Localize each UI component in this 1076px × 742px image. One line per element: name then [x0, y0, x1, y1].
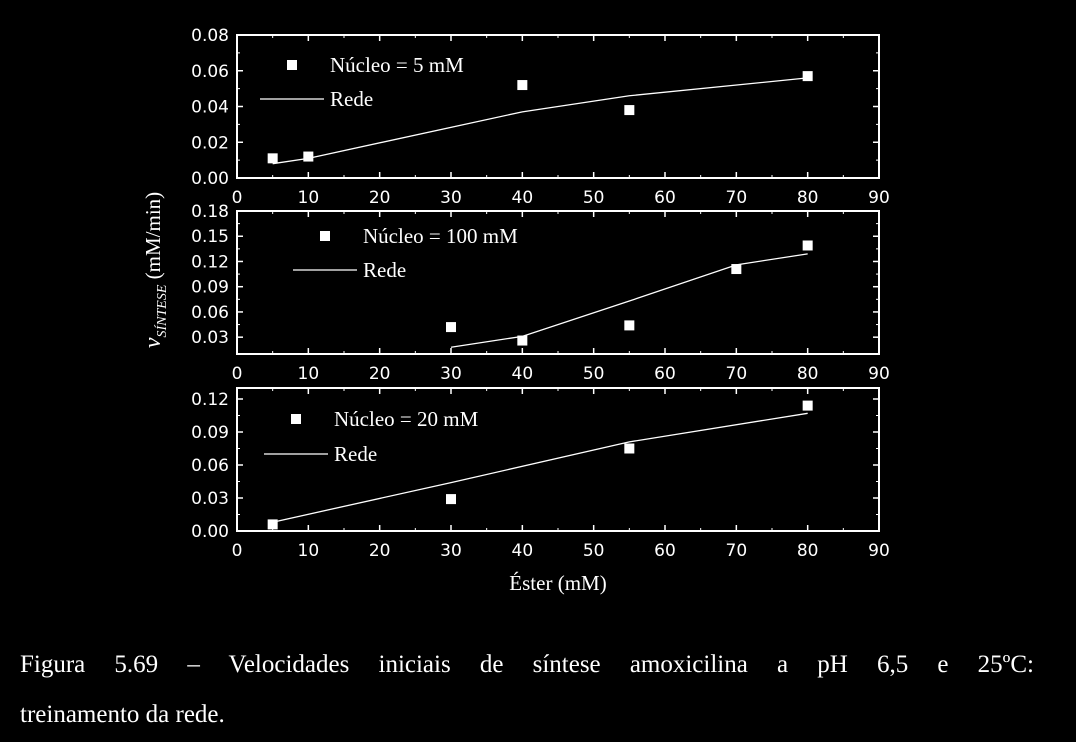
- x-tick-label: 70: [726, 541, 748, 561]
- y-axis-title: vSÍNTESE (mM/min): [140, 192, 170, 348]
- x-tick-label: 40: [512, 364, 534, 384]
- x-tick-label: 60: [654, 541, 676, 561]
- x-tick-label: 60: [654, 188, 676, 208]
- legend-marker-label: Núcleo = 5 mM: [330, 53, 464, 77]
- data-point-marker: [517, 335, 528, 346]
- y-tick-label: 0.02: [191, 133, 229, 153]
- legend-line-label: Rede: [330, 87, 373, 111]
- x-tick-label: 30: [440, 188, 462, 208]
- figure-chart: 0 10 20 30 40 50 60 70 80 90 0.00 0.02 0.04 0.06 0.08 N…: [140, 26, 890, 595]
- x-tick-label: 30: [440, 541, 462, 561]
- x-tick-label: 0: [232, 364, 243, 384]
- y-tick-label: 0.08: [191, 26, 229, 46]
- x-tick-label: 10: [298, 364, 320, 384]
- x-axis-title: Éster (mM): [509, 571, 606, 595]
- data-point-marker: [446, 322, 456, 333]
- legend-marker-symbol: [291, 414, 301, 424]
- data-point-marker: [303, 151, 314, 162]
- data-point-marker: [446, 494, 456, 505]
- data-point-marker: [624, 443, 635, 454]
- caption-line-2: treinamento da rede.: [20, 701, 225, 728]
- legend-marker-symbol: [287, 60, 297, 70]
- y-tick-label: 0.06: [191, 303, 229, 323]
- x-tick-label: 50: [583, 541, 605, 561]
- x-tick-label: 20: [369, 364, 391, 384]
- rede-series-line: [450, 253, 808, 348]
- y-tick-label: 0.03: [191, 489, 229, 509]
- x-tick-label: 10: [298, 541, 320, 561]
- y-tick-label: 0.04: [191, 98, 229, 118]
- x-tick-label: 30: [440, 364, 462, 384]
- x-tick-label: 90: [868, 364, 890, 384]
- x-tick-label: 80: [797, 364, 819, 384]
- data-point-marker: [731, 264, 742, 275]
- legend-line-label: Rede: [334, 442, 377, 466]
- caption-line-1: Figura 5.69 – Velocidades iniciais de sí…: [20, 651, 1034, 678]
- data-point-marker: [624, 105, 635, 116]
- y-tick-label: 0.12: [191, 390, 229, 410]
- x-tick-label: 40: [512, 188, 534, 208]
- rede-series-line: [272, 412, 808, 523]
- x-tick-label: 50: [583, 188, 605, 208]
- chart-panel-3: 0 10 20 30 40 50 60 70 80 90 0.00 0.03 0.06 0.09 0.12 N…: [191, 387, 890, 561]
- y-tick-label: 0.12: [191, 252, 229, 272]
- x-tick-label: 90: [868, 188, 890, 208]
- x-tick-label: 60: [654, 364, 676, 384]
- legend-marker-symbol: [320, 231, 330, 241]
- y-tick-label: 0.15: [191, 227, 229, 247]
- figure-caption: Figura 5.69 – Velocidades iniciais de sí…: [20, 640, 1034, 740]
- x-tick-label: 90: [868, 541, 890, 561]
- x-tick-label: 70: [726, 188, 748, 208]
- x-tick-label: 70: [726, 364, 748, 384]
- x-tick-label: 80: [797, 188, 819, 208]
- y-tick-label: 0.06: [191, 62, 229, 82]
- data-point-marker: [802, 240, 813, 251]
- plot-frame: [236, 210, 880, 355]
- y-tick-label: 0.00: [191, 522, 229, 542]
- x-tick-label: 40: [512, 541, 534, 561]
- y-tick-label: 0.18: [191, 202, 229, 222]
- legend-marker-label: Núcleo = 20 mM: [334, 407, 479, 431]
- y-tick-label: 0.03: [191, 328, 229, 348]
- y-tick-label: 0.09: [191, 423, 229, 443]
- data-point-marker: [517, 80, 528, 91]
- data-point-marker: [267, 153, 278, 164]
- x-tick-label: 0: [232, 541, 243, 561]
- x-tick-label: 0: [232, 188, 243, 208]
- chart-panel-1: 0 10 20 30 40 50 60 70 80 90 0.00 0.02 0.04 0.06 0.08 N…: [191, 26, 890, 208]
- chart-panel-2: 0 10 20 30 40 50 60 70 80 90 0.03 0.06 0.09 0.12 0.15 0…: [191, 202, 890, 384]
- x-tick-label: 20: [369, 188, 391, 208]
- x-tick-label: 80: [797, 541, 819, 561]
- data-point-marker: [802, 71, 813, 82]
- x-tick-label: 50: [583, 364, 605, 384]
- legend-marker-label: Núcleo = 100 mM: [363, 224, 518, 248]
- data-point-marker: [802, 400, 813, 411]
- x-tick-label: 20: [369, 541, 391, 561]
- data-point-marker: [624, 320, 635, 331]
- y-tick-label: 0.00: [191, 169, 229, 189]
- legend-line-label: Rede: [363, 258, 406, 282]
- y-tick-label: 0.09: [191, 278, 229, 298]
- x-tick-label: 10: [298, 188, 320, 208]
- data-point-marker: [267, 519, 278, 530]
- rede-series-line: [272, 77, 808, 165]
- y-tick-label: 0.06: [191, 456, 229, 476]
